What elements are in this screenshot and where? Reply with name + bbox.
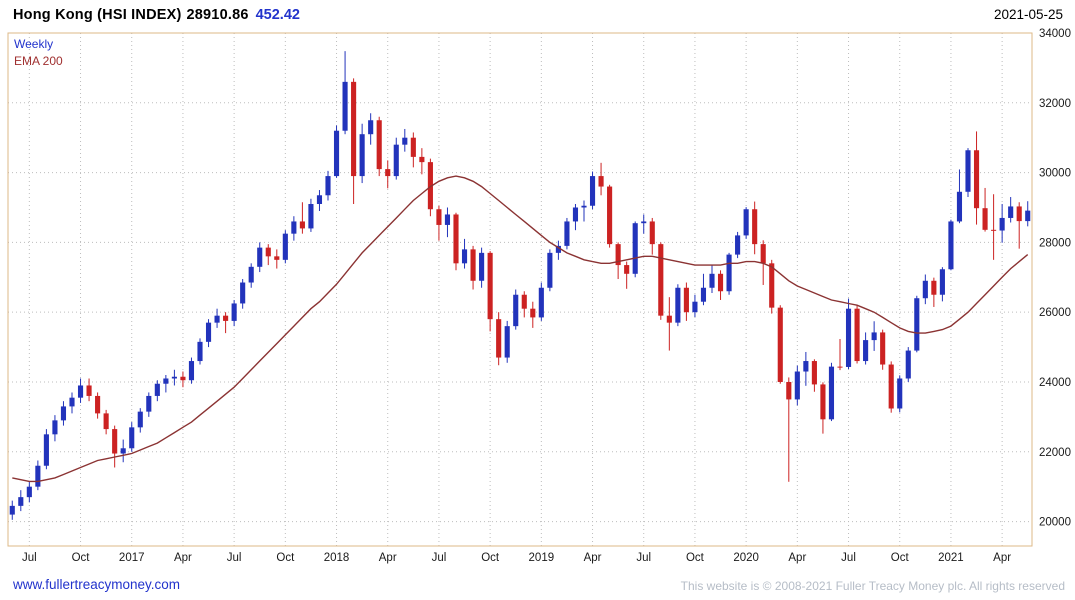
chart-header: Hong Kong (HSI INDEX) 28910.86 452.42 2021…: [13, 6, 1063, 28]
svg-text:Apr: Apr: [993, 552, 1011, 564]
svg-text:30000: 30000: [1039, 168, 1071, 180]
page-footer: www.fullertreacymoney.com This website i…: [13, 577, 1065, 595]
site-link[interactable]: www.fullertreacymoney.com: [13, 577, 181, 592]
svg-text:2017: 2017: [119, 552, 145, 564]
gridlines: [8, 32, 1032, 546]
legend-ema-label: EMA 200: [14, 54, 63, 68]
svg-text:Jul: Jul: [22, 552, 37, 564]
last-price: 28910.86: [186, 7, 249, 23]
svg-text:Apr: Apr: [174, 552, 192, 564]
copyright-text: This website is © 2008-2021 Fuller Treac…: [680, 579, 1065, 593]
x-axis-labels: Jul Oct 2017 Apr Jul Oct 2018 Apr Jul Oct 2019 Apr J…: [22, 552, 1011, 564]
svg-text:Oct: Oct: [686, 552, 705, 564]
svg-text:Jul: Jul: [636, 552, 651, 564]
svg-text:26000: 26000: [1039, 307, 1071, 319]
ema-line: [12, 175, 1029, 483]
svg-text:Oct: Oct: [481, 552, 500, 564]
svg-text:32000: 32000: [1039, 98, 1071, 110]
svg-text:Jul: Jul: [432, 552, 447, 564]
svg-text:2021: 2021: [938, 552, 964, 564]
price-change: 452.42: [255, 7, 300, 23]
legend-timeframe: Weekly: [14, 37, 54, 51]
svg-text:34000: 34000: [1039, 28, 1071, 40]
svg-text:24000: 24000: [1039, 377, 1071, 389]
page-title: Hong Kong (HSI INDEX): [13, 7, 182, 23]
plot-frame: [7, 32, 1033, 547]
svg-text:Jul: Jul: [227, 552, 242, 564]
y-axis-labels: 34000 32000 30000 28000 26000 24000 22000 20000: [1039, 28, 1071, 529]
chart-legend: Weekly EMA 200: [14, 36, 63, 70]
svg-text:2018: 2018: [324, 552, 350, 564]
svg-text:Oct: Oct: [891, 552, 910, 564]
svg-text:2020: 2020: [733, 552, 759, 564]
svg-text:2019: 2019: [529, 552, 555, 564]
svg-text:20000: 20000: [1039, 517, 1071, 529]
svg-text:28000: 28000: [1039, 237, 1071, 249]
svg-text:Oct: Oct: [72, 552, 91, 564]
svg-text:Apr: Apr: [584, 552, 602, 564]
chart-date: 2021-05-25: [993, 7, 1063, 22]
svg-text:Oct: Oct: [276, 552, 295, 564]
svg-text:Apr: Apr: [788, 552, 806, 564]
svg-text:Apr: Apr: [379, 552, 397, 564]
candles: [9, 51, 1031, 520]
svg-text:Jul: Jul: [841, 552, 856, 564]
svg-text:22000: 22000: [1039, 447, 1071, 459]
